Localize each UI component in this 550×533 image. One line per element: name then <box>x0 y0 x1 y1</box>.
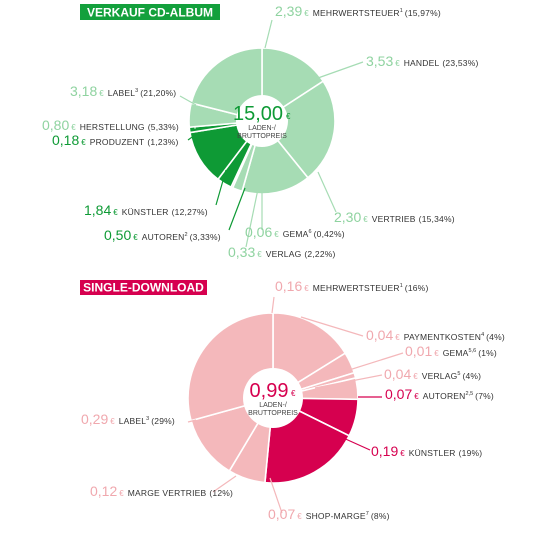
slice-label-mehrwertsteuer: 0,16 € MEHRWERTSTEUER1 (16%) <box>275 278 428 294</box>
slice-label-verlag: 0,04 € VERLAG5 (4%) <box>384 366 481 382</box>
slice-label-kuenstler: 0,19 € KÜNSTLER (19%) <box>371 443 482 459</box>
slice-label-kuenstler: 1,84 € KÜNSTLER (12,27%) <box>84 202 208 218</box>
pie-slice-handel <box>260 80 336 179</box>
slice-label-vertrieb: 2,30 € VERTRIEB (15,34%) <box>334 209 455 225</box>
leader-line-marge-vertrieb <box>212 475 237 493</box>
leader-line-mehrwertsteuer <box>271 296 275 314</box>
slice-label-shop-marge: 0,07 € SHOP-MARGE7 (8%) <box>268 506 390 522</box>
center-hole <box>236 95 288 147</box>
single-download-chart: SINGLE-DOWNLOAD 0,99 € LADEN-/BRUTTOPREIS 0,… <box>80 278 505 522</box>
leader-line-shop-marge <box>269 477 283 514</box>
chart-title: VERKAUF CD-ALBUM <box>87 6 213 20</box>
leader-line-produzent <box>187 134 196 141</box>
center-subtitle: BRUTTOPREIS <box>237 133 287 140</box>
slice-label-marge-vertrieb: 0,12 € MARGE VERTRIEB (12%) <box>90 483 233 499</box>
slice-label-autoren: 0,50 € AUTOREN2 (3,33%) <box>104 227 221 243</box>
leader-line-mehrwertsteuer <box>264 19 273 49</box>
slice-label-verlag: 0,33 € VERLAG (2,22%) <box>228 244 336 260</box>
leader-line-paymentkosten <box>300 316 364 337</box>
center-price: 15,00 <box>233 103 283 125</box>
leader-line-gema <box>310 352 404 383</box>
leader-line-handel <box>317 61 364 79</box>
chart-title-bar <box>80 280 207 295</box>
leader-line-verlag <box>314 374 383 389</box>
leader-line-verlag <box>245 188 259 248</box>
slice-label-handel: 3,53 € HANDEL (23,53%) <box>366 53 478 69</box>
leader-line-kuenstler <box>329 431 371 451</box>
center-currency: € <box>291 389 296 398</box>
center-price: 0,99 <box>250 380 289 402</box>
cd-album-chart: VERKAUF CD-ALBUM 15,00 € LADEN-/BRUTTOPREIS… <box>42 3 478 260</box>
slice-label-label: 3,18 € LABEL3 (21,20%) <box>70 83 176 99</box>
leader-line-kuenstler <box>215 169 227 206</box>
center-subtitle: LADEN-/ <box>248 125 276 132</box>
slice-label-produzent: 0,18 € PRODUZENT (1,23%) <box>52 132 179 148</box>
slice-label-herstellung: 0,80 € HERSTELLUNG (5,33%) <box>42 117 179 133</box>
chart-title: SINGLE-DOWNLOAD <box>83 281 204 295</box>
center-subtitle: BRUTTOPREIS <box>248 410 298 417</box>
chart-title-bar <box>80 4 220 20</box>
leader-line-vertrieb <box>317 171 337 213</box>
slice-label-paymentkosten: 0,04 € PAYMENTKOSTEN4 (4%) <box>366 327 505 343</box>
leader-line-autoren <box>228 187 246 231</box>
slice-label-mehrwertsteuer: 2,39 € MEHRWERTSTEUER1 (15,97%) <box>275 3 441 19</box>
leader-line-label <box>187 419 197 423</box>
center-hole <box>243 368 303 428</box>
slice-label-gema: 0,06 € GEMA6 (0,42%) <box>245 224 345 240</box>
slice-label-label: 0,29 € LABEL3 (29%) <box>81 411 175 427</box>
center-currency: € <box>286 112 291 121</box>
center-subtitle: LADEN-/ <box>259 402 287 409</box>
slice-label-autoren: 0,07 € AUTOREN2,5 (7%) <box>385 386 494 402</box>
slice-label-gema: 0,01 € GEMA5,6 (1%) <box>405 343 497 359</box>
leader-line-label <box>179 95 197 106</box>
